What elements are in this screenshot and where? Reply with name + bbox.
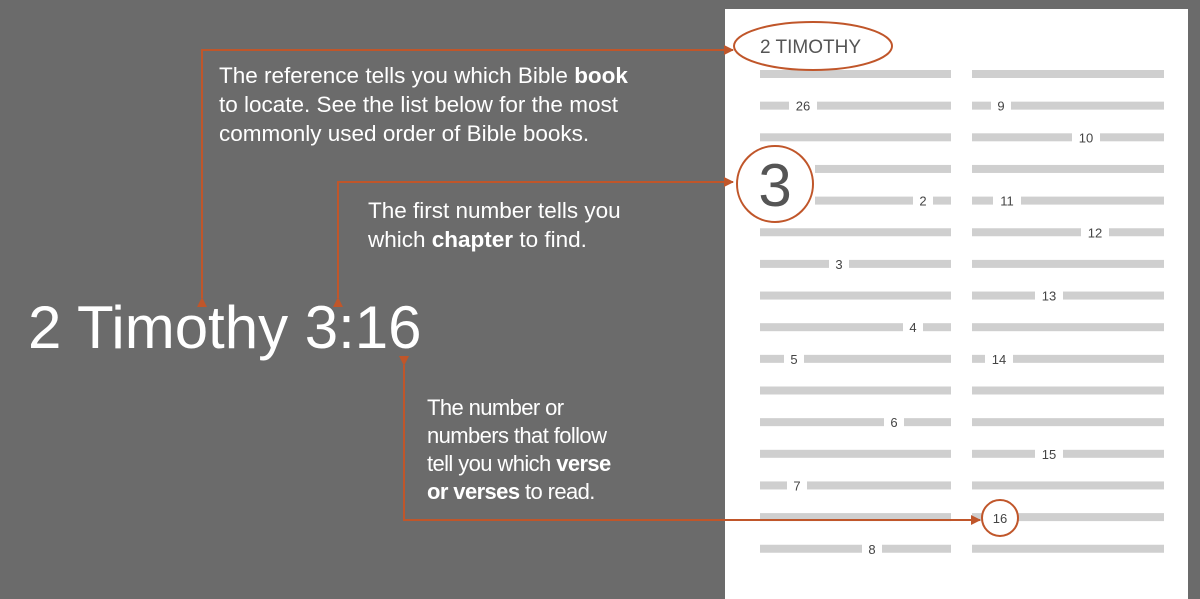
- book-heading-highlight-circle: [733, 21, 893, 71]
- text-line: [760, 101, 789, 110]
- text-line: [972, 228, 1081, 237]
- verse-number: 2: [919, 194, 926, 209]
- text-line: [904, 418, 951, 427]
- verse-number: 14: [992, 352, 1006, 367]
- text-line: [972, 513, 1164, 522]
- verse-number: 9: [997, 99, 1004, 114]
- text-line: [972, 544, 1164, 553]
- text-line: [760, 418, 884, 427]
- verse-number: 11: [1000, 194, 1014, 209]
- verse-number: 13: [1042, 289, 1056, 304]
- text-line: [760, 70, 951, 78]
- verse-number: 26: [796, 99, 810, 114]
- text-line: [760, 259, 829, 268]
- chapter-highlight-circle: [736, 145, 814, 223]
- text-line: [972, 164, 1164, 173]
- text-line: [972, 70, 1164, 78]
- arrow-chapter: [333, 177, 734, 307]
- text-line: [972, 354, 985, 363]
- book-heading: 2 TIMOTHY: [760, 37, 861, 58]
- verse-number: 3: [835, 257, 842, 272]
- text-line: [804, 354, 951, 363]
- verse-number: 8: [868, 542, 875, 557]
- text-line: [972, 259, 1164, 268]
- text-line: [1109, 228, 1164, 237]
- text-line: [972, 291, 1035, 300]
- text-line: [760, 449, 951, 458]
- text-line: [760, 481, 787, 490]
- text-line: [933, 196, 951, 205]
- text-line: [760, 354, 784, 363]
- text-line: [972, 101, 991, 110]
- text-line: [972, 196, 993, 205]
- verse-number: 6: [890, 415, 897, 430]
- verse-text-lines: 26 9 10 2 11 12 3 13 4 5 14 6 15 7 8: [760, 70, 1164, 557]
- text-line: [815, 164, 951, 173]
- text-line: [760, 386, 951, 395]
- text-line: [972, 418, 1164, 427]
- highlighted-verse-number: 16: [993, 511, 1007, 526]
- verse-highlight-circle: [981, 499, 1019, 537]
- text-line: [760, 323, 903, 332]
- text-line: [882, 544, 951, 553]
- text-line: [760, 228, 951, 237]
- verse-number: 7: [793, 478, 800, 493]
- text-line: [1021, 196, 1164, 205]
- text-line: [972, 449, 1035, 458]
- verse-number: 12: [1088, 225, 1102, 240]
- text-line: [1013, 354, 1164, 363]
- text-line: [760, 133, 951, 142]
- text-line: [807, 481, 951, 490]
- text-line: [849, 259, 951, 268]
- verse-number: 15: [1042, 447, 1056, 462]
- text-line: [1100, 133, 1164, 142]
- arrow-verse: [399, 356, 981, 525]
- text-line: [815, 196, 913, 205]
- text-line: [760, 291, 951, 300]
- arrow-book: [197, 45, 734, 307]
- text-line: [923, 323, 951, 332]
- text-line: [972, 133, 1072, 142]
- chapter-number: 3: [758, 152, 791, 219]
- text-line: [760, 544, 862, 553]
- verse-number: 10: [1079, 130, 1093, 145]
- text-line: [1063, 449, 1164, 458]
- text-line: [972, 323, 1164, 332]
- text-line: [972, 386, 1164, 395]
- text-line: [972, 481, 1164, 490]
- text-line: [1011, 101, 1164, 110]
- verse-number: 4: [909, 320, 916, 335]
- text-line: [1063, 291, 1164, 300]
- verse-number: 5: [790, 352, 797, 367]
- text-line: [817, 101, 951, 110]
